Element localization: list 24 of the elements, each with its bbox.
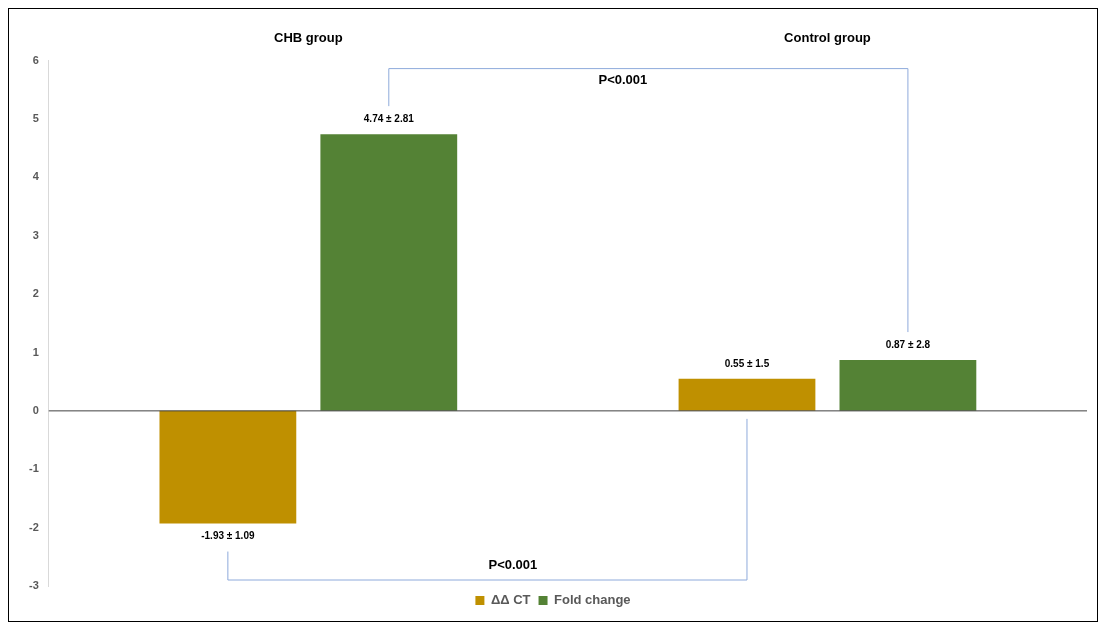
data-label: 0.55 ± 1.5 (724, 357, 770, 369)
y-tick-label: -2 (29, 520, 39, 533)
y-tick-label: 6 (32, 53, 39, 66)
x-tick-label: Control group (784, 30, 871, 46)
y-tick-label: -3 (29, 579, 39, 592)
y-tick-label: 5 (32, 112, 39, 125)
annotation: P<0.001 (598, 72, 648, 88)
data-label: 4.74 ± 2.81 (363, 112, 415, 124)
annotation: P<0.001 (488, 556, 538, 572)
y-tick-label: 4 (32, 170, 40, 183)
legend-label: Fold change (554, 592, 631, 608)
bar (320, 134, 458, 411)
data-label: -1.93 ± 1.09 (201, 530, 255, 542)
y-tick-label: 2 (32, 287, 39, 300)
y-tick-label: 0 (32, 403, 39, 416)
y-tick-label: 3 (32, 228, 39, 241)
y-tick-label: -1 (29, 462, 39, 475)
bar (839, 360, 977, 411)
bar (159, 410, 297, 524)
data-label: 0.87 ± 2.8 (885, 338, 931, 350)
y-tick-label: 1 (32, 345, 39, 358)
legend-label: ΔΔ CT (490, 592, 531, 608)
x-tick-label: CHB group (274, 30, 343, 46)
bar (678, 378, 816, 411)
